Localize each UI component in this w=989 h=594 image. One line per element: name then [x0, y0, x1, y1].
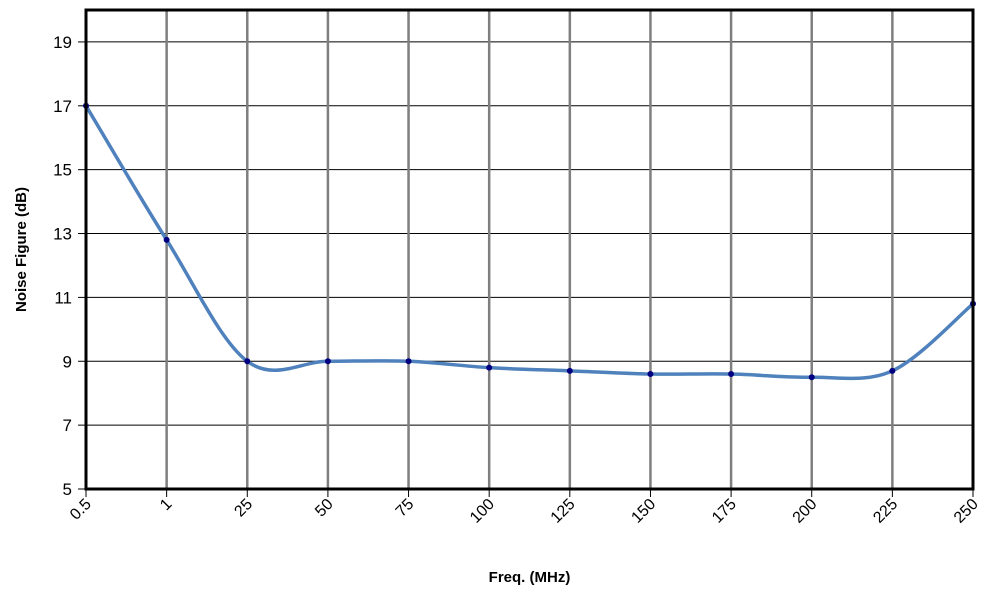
data-point	[889, 367, 896, 374]
x-tick-label: 225	[870, 496, 901, 527]
x-tick-label: 150	[628, 496, 659, 527]
x-tick-label: 250	[951, 496, 982, 527]
x-tick-label: 125	[548, 496, 579, 527]
x-tick-label: 100	[467, 496, 498, 527]
data-point	[566, 367, 573, 374]
data-point	[405, 358, 412, 365]
y-axis-title: Noise Figure (dB)	[13, 187, 30, 312]
data-point	[163, 236, 170, 243]
y-tick-label: 15	[53, 161, 72, 180]
x-tick-label: 75	[393, 496, 418, 521]
y-tick-label: 17	[53, 97, 72, 116]
data-point	[486, 364, 493, 371]
x-tick-label: 175	[709, 496, 740, 527]
x-tick-label: 25	[231, 496, 256, 521]
x-tick-labels: 0.5 1 25 50 75 100 125 150 175 200 225 250	[67, 496, 982, 527]
x-axis-title: Freq. (MHz)	[489, 569, 571, 586]
x-tick-label: 50	[312, 496, 337, 521]
grid-lines	[78, 10, 975, 497]
y-tick-label: 11	[54, 288, 72, 307]
data-point	[728, 371, 735, 378]
y-tick-label: 5	[63, 480, 72, 499]
y-tick-label: 9	[63, 352, 72, 371]
data-point	[808, 374, 815, 381]
series-line	[84, 104, 975, 381]
y-tick-label: 7	[63, 416, 72, 435]
x-tick-label: 200	[790, 496, 821, 527]
y-tick-label: 13	[53, 225, 72, 244]
y-tick-labels: 5 7 9 11 13 15 17 19	[53, 33, 72, 499]
x-tick-label: 0.5	[67, 496, 95, 524]
series-markers	[83, 102, 976, 381]
data-point	[244, 358, 251, 365]
data-point	[647, 371, 654, 378]
y-tick-label: 19	[53, 33, 72, 52]
x-tick-label: 1	[157, 496, 175, 514]
data-point	[324, 358, 331, 365]
plot-frame	[84, 8, 975, 491]
